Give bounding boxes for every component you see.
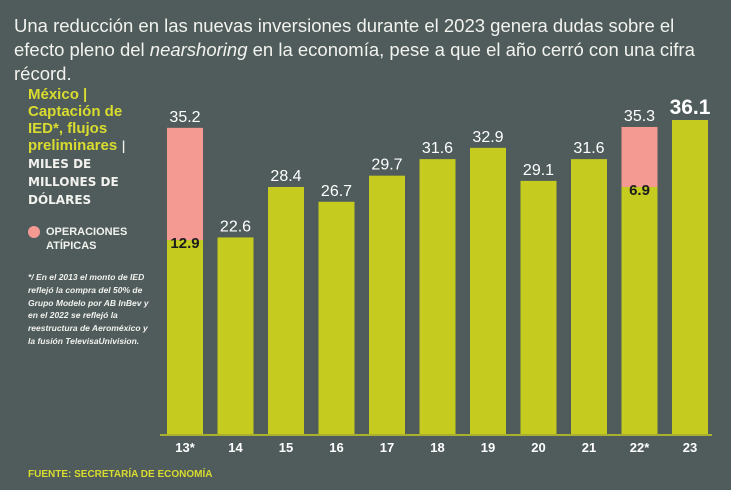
x-tick-20: 20 (531, 440, 545, 455)
x-tick-15: 15 (279, 440, 293, 455)
value-label-20: 29.1 (523, 162, 554, 179)
value-label-23: 36.1 (670, 96, 711, 119)
x-tick-19: 19 (481, 440, 495, 455)
x-tick-18: 18 (430, 440, 444, 455)
bar-19 (470, 147, 506, 434)
bar-22* (621, 186, 658, 434)
headline-part2: en la economía, pese a que el año cerró … (14, 39, 695, 84)
x-tick-14: 14 (228, 440, 243, 455)
footnote: */ En el 2013 el monto de IED reflejó la… (28, 272, 149, 346)
bar-17 (369, 175, 405, 434)
atypical-label-22*: 6.9 (629, 182, 650, 199)
value-label-14: 22.6 (220, 218, 251, 235)
bar-21 (571, 159, 607, 434)
value-label-22*: 35.3 (624, 108, 655, 125)
bar-16 (318, 201, 355, 434)
value-label-17: 29.7 (371, 157, 402, 174)
chart-title-text: México | Captación de IED*, flujos preli… (28, 86, 123, 154)
value-label-18: 31.6 (422, 140, 453, 157)
chart-unit: | MILES DE MILLONES DE DÓLARES (28, 139, 126, 207)
atypical-label-13*: 12.9 (170, 235, 199, 252)
x-tick-22*: 22* (630, 440, 650, 455)
x-tick-23: 23 (683, 440, 697, 455)
x-tick-16: 16 (329, 440, 343, 455)
legend: OPERACIONES ATÍPICAS (28, 225, 153, 253)
headline: Una reducción en las nuevas inversiones … (14, 14, 719, 86)
x-tick-21: 21 (582, 440, 596, 455)
bar-atypical-22* (621, 126, 658, 187)
bar-23 (672, 120, 708, 434)
bar-20 (520, 180, 557, 434)
value-label-13*: 35.2 (169, 109, 200, 126)
value-label-19: 32.9 (472, 129, 503, 146)
value-label-16: 26.7 (321, 183, 352, 200)
bar-18 (419, 159, 456, 434)
bar-14 (217, 237, 254, 434)
chart-sidebar: México | Captación de IED*, flujos preli… (28, 86, 153, 348)
legend-label-atypical: OPERACIONES ATÍPICAS (46, 226, 128, 252)
headline-italic: nearshoring (149, 39, 248, 60)
x-tick-17: 17 (380, 440, 394, 455)
bar-15 (268, 186, 304, 434)
bar-13* (167, 240, 203, 434)
headline-part1: Una reducción en las nuevas inversiones … (14, 15, 675, 60)
chart-title: México | Captación de IED*, flujos preli… (28, 86, 153, 209)
legend-swatch-atypical (28, 226, 40, 238)
x-tick-13*: 13* (175, 440, 195, 455)
value-label-15: 28.4 (270, 168, 301, 185)
value-label-21: 31.6 (573, 140, 604, 157)
bar-atypical-13* (167, 127, 203, 241)
source-note: FUENTE: SECRETARÍA DE ECONOMÍA (28, 469, 213, 480)
